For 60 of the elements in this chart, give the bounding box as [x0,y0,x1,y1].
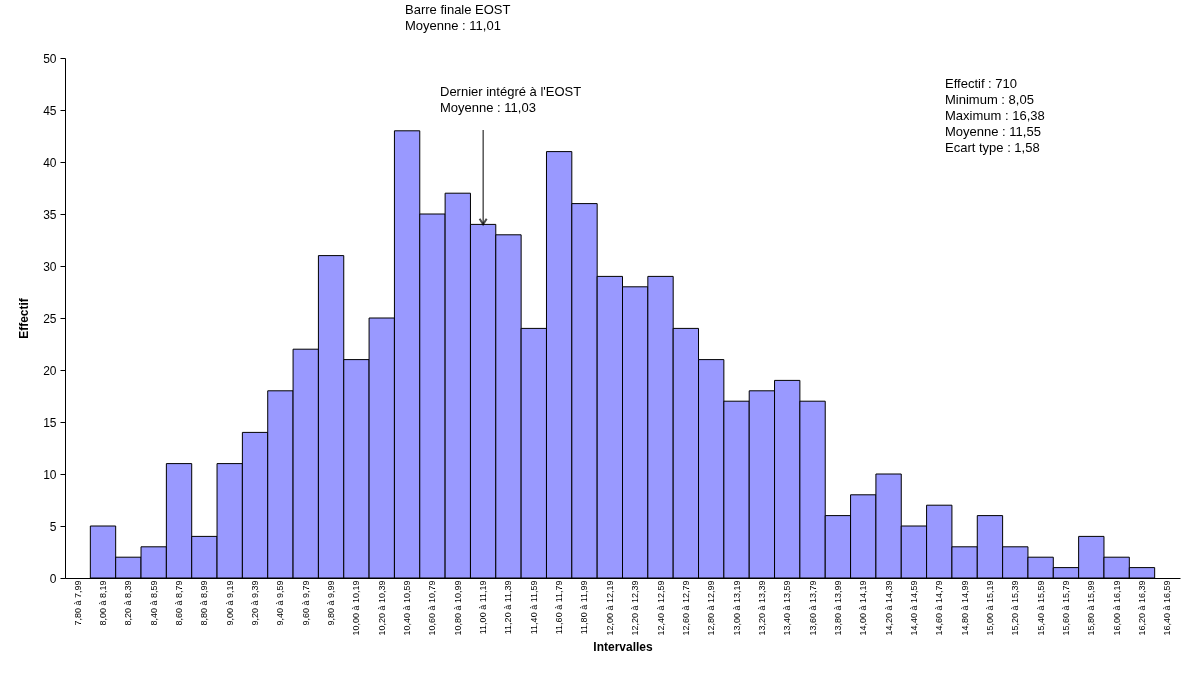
x-tick-label: 9,80 à 9,99 [326,580,337,626]
y-tick-label: 15 [43,415,57,430]
text: Barre finale EOST Moyenne : 11,01 [405,2,511,33]
y-tick-label: 0 [49,571,57,586]
y-tick-label: 25 [43,311,57,326]
x-tick-label: 8,40 à 8,59 [148,580,159,626]
x-tick-label: 12,80 à 12,99 [706,580,717,636]
x-tick-label: 15,00 à 15,19 [984,580,995,636]
y-tick-label: 5 [49,519,57,534]
x-tick-label: 8,20 à 8,39 [123,580,134,626]
x-tick-label: 11,80 à 11,99 [579,580,590,635]
x-tick-label: 10,00 à 10,19 [351,580,362,636]
x-tick-label: 11,60 à 11,79 [554,580,565,635]
x-tick-label: 14,40 à 14,59 [908,580,919,636]
x-tick-label: 8,80 à 8,99 [199,580,210,626]
x-tick-label: 15,20 à 15,39 [1010,580,1021,636]
x-tick-label: 16,00 à 16,19 [1111,580,1122,636]
x-tick-label: 16,40 à 16,59 [1162,580,1173,636]
x-tick-label: 11,40 à 11,59 [528,580,539,635]
x-tick-label: 15,60 à 15,79 [1060,580,1071,636]
x-tick-label: 7,80 à 7,99 [72,580,83,626]
x-tick-label: 12,20 à 12,39 [630,580,641,636]
x-tick-label: 11,00 à 11,19 [478,580,489,635]
y-tick-label: 40 [43,155,57,170]
x-tick-label: 15,80 à 15,99 [1086,580,1097,636]
x-tick-label: 13,80 à 13,99 [832,580,843,636]
y-tick-label: 20 [43,363,57,378]
x-tick-label: 9,20 à 9,39 [250,580,261,626]
x-tick-label: 12,00 à 12,19 [604,580,615,636]
x-tick-label: 13,00 à 13,19 [731,580,742,636]
x-tick-label: 11,20 à 11,39 [503,580,514,635]
x-tick-label: 10,20 à 10,39 [376,580,387,636]
annotation: Effectif : 710 Minimum : 8,05 Maximum : 16,38 Moyenne : 11,55 Ecart type : 1,58 [945,76,1045,155]
x-tick-label: 14,20 à 14,39 [883,580,894,636]
x-tick-label: 10,60 à 10,79 [427,580,438,636]
y-tick-label: 35 [43,207,57,222]
x-tick-label: 13,20 à 13,39 [756,580,767,636]
y-tick-label: 30 [43,259,57,274]
y-tick-label: 50 [43,51,57,66]
y-tick-label: 45 [43,103,57,118]
x-tick-label: 8,00 à 8,19 [98,580,109,626]
x-tick-label: 16,20 à 16,39 [1136,580,1147,636]
y-axis-title: Effectif [17,297,32,339]
x-tick-label: 15,40 à 15,59 [1035,580,1046,636]
x-tick-label: 10,40 à 10,59 [402,580,413,636]
x-tick-label: 14,00 à 14,19 [858,580,869,636]
x-tick-label: 8,60 à 8,79 [174,580,185,626]
x-tick-label: 9,40 à 9,59 [275,580,286,626]
x-tick-label: 13,60 à 13,79 [807,580,818,636]
x-tick-label: 9,00 à 9,19 [224,580,235,626]
x-axis-title: Intervalles [593,639,654,654]
x-tick-label: 12,40 à 12,59 [655,580,666,636]
x-tick-label: 14,80 à 14,99 [959,580,970,636]
x-tick-label: 9,60 à 9,79 [300,580,311,626]
annotation: Dernier intégré à l'EOST Moyenne : 11,03 [440,84,582,115]
y-tick-label: 10 [43,467,57,482]
x-tick-label: 10,80 à 10,99 [452,580,463,636]
x-tick-label: 13,40 à 13,59 [782,580,793,636]
x-tick-label: 12,60 à 12,79 [680,580,691,636]
x-tick-label: 14,60 à 14,79 [934,580,945,636]
